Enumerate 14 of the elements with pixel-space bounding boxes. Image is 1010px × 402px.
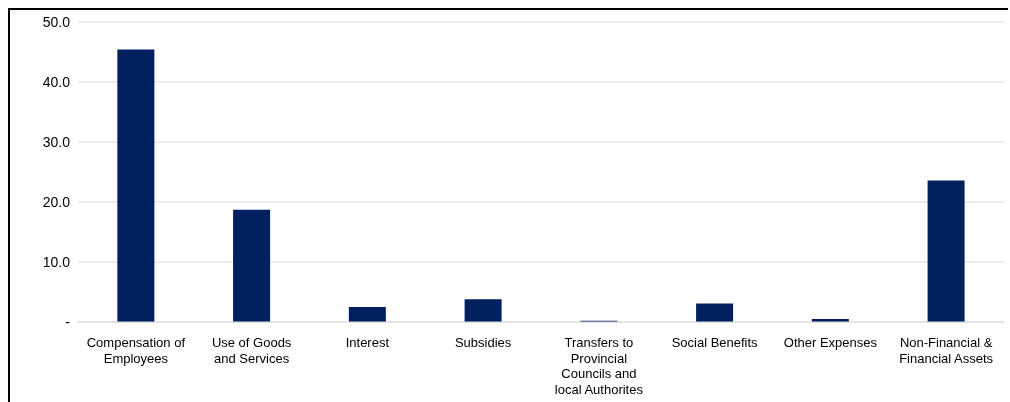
x-tick-label: Use of Goods and Services: [211, 335, 292, 366]
y-tick-label: 50.0: [42, 13, 71, 30]
y-tick-label: 40.0: [42, 73, 71, 90]
x-tick-label: Transfers to Provincial Councils and local Authorites: [554, 335, 644, 397]
x-tick-label: Non-Financial & Financial Assets: [899, 335, 994, 366]
x-tick-label: Other Expenses: [783, 335, 878, 350]
y-tick-label: 10.0: [42, 253, 71, 270]
x-tick-label: Social Benefits: [671, 335, 759, 350]
y-tick-label: 20.0: [42, 193, 71, 210]
x-tick-label: Compensation of Employees: [86, 335, 186, 366]
y-tick-label: -: [65, 313, 71, 330]
x-tick-label: Subsidies: [454, 335, 512, 350]
y-tick-label: 30.0: [42, 133, 71, 150]
x-tick-label: Interest: [345, 335, 390, 350]
